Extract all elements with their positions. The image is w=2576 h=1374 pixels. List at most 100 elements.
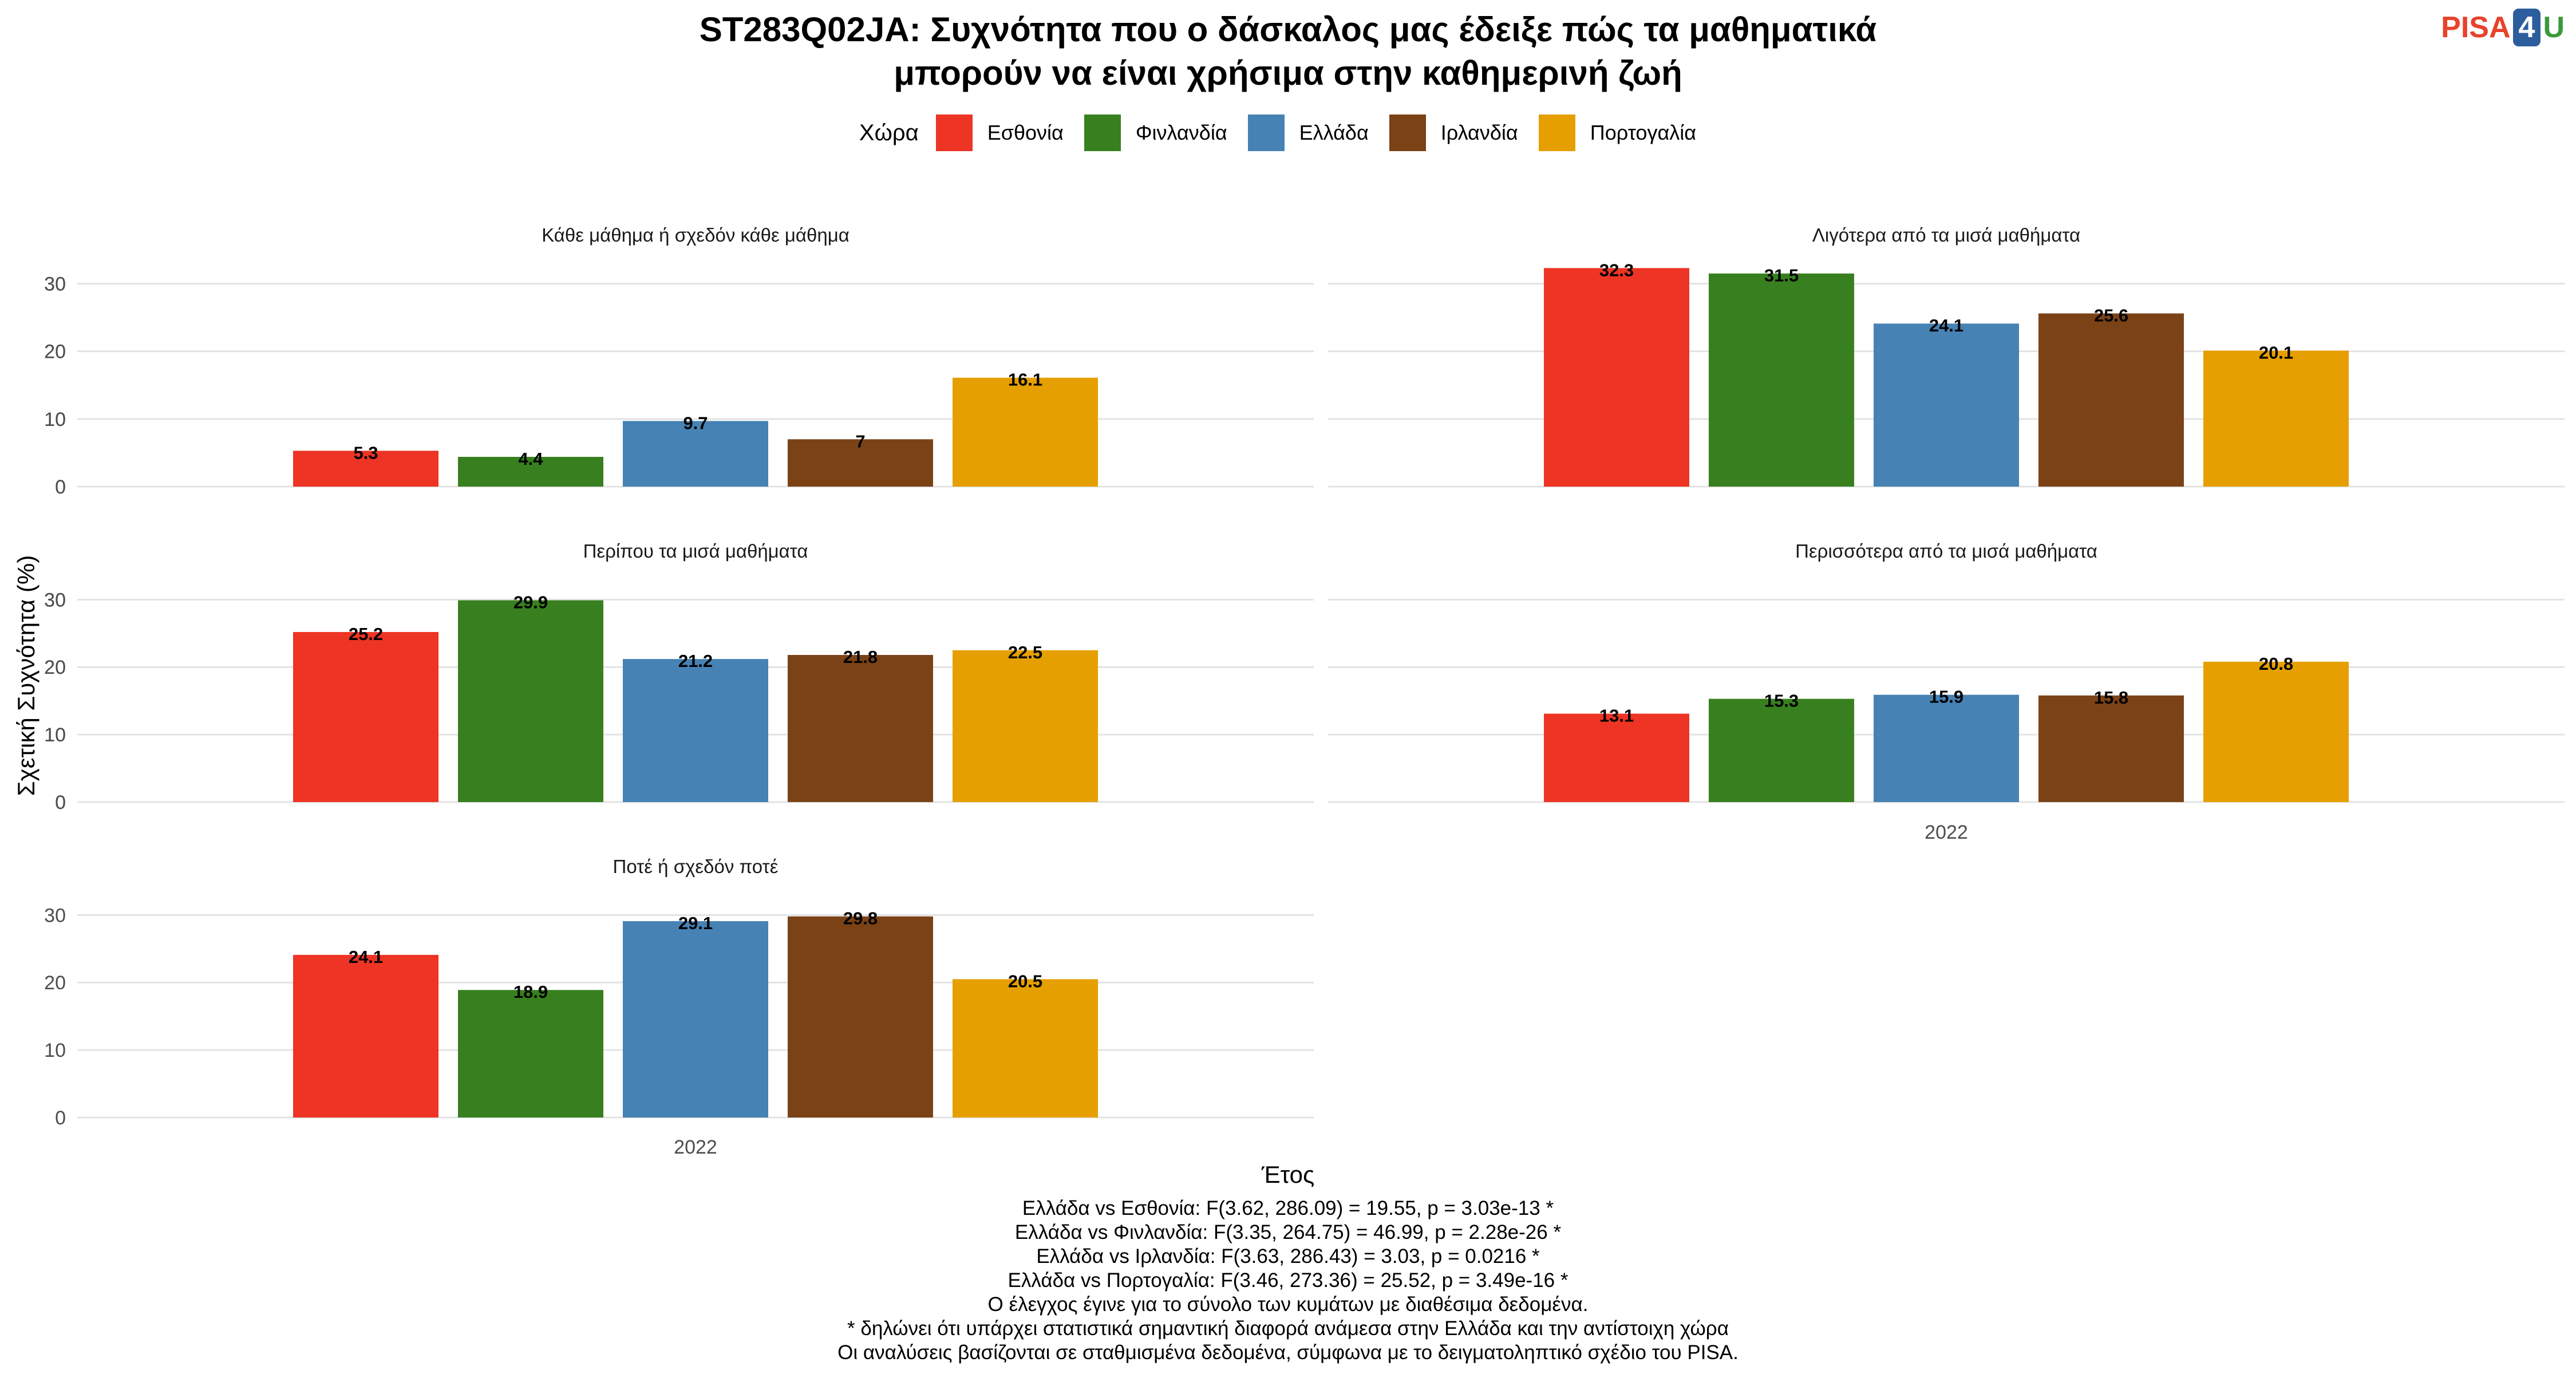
pisa4u-logo: PISA 4 U (2441, 9, 2565, 46)
y-tick-label: 30 (44, 589, 66, 611)
legend-item: Εσθονία (935, 114, 1064, 151)
y-tick-label: 0 (55, 792, 66, 814)
data-label: 16.1 (1008, 370, 1042, 390)
y-tick-label: 20 (44, 657, 66, 678)
y-tick-label: 20 (44, 972, 66, 994)
bar (1874, 323, 2019, 487)
data-label: 13.1 (1599, 706, 1634, 726)
y-tick-label: 30 (44, 589, 66, 611)
legend-item: Ελλάδα (1247, 114, 1369, 151)
bar (788, 916, 933, 1118)
legend-label: Ιρλανδία (1440, 121, 1518, 144)
bar (1709, 273, 1854, 487)
data-label: 24.1 (1929, 315, 1963, 335)
panel-title: Περισσότερα από τα μισά μαθήματα (1795, 540, 2097, 562)
bar (788, 439, 933, 487)
y-tick-label: 20 (44, 341, 66, 363)
legend-key (935, 114, 973, 151)
bar (2038, 695, 2184, 802)
y-tick-label: 30 (44, 273, 66, 295)
chart-title: ST283Q02JA: Συχνότητα που ο δάσκαλος μας… (0, 8, 2576, 95)
chart-title-line2: μπορούν να είναι χρήσιμα στην καθημερινή… (894, 54, 1682, 92)
legend-key (1084, 114, 1121, 151)
data-label: 20.8 (2259, 654, 2293, 674)
logo-u: U (2543, 11, 2565, 44)
chart-title-line1: ST283Q02JA: Συχνότητα που ο δάσκαλος μας… (699, 10, 1877, 49)
data-label: 29.9 (513, 593, 548, 613)
legend-key (1247, 114, 1285, 151)
legend-item: Φινλανδία (1084, 114, 1227, 151)
data-label: 15.9 (1929, 687, 1963, 707)
y-tick-label: 10 (44, 724, 66, 746)
data-label: 5.3 (353, 443, 378, 463)
footnote-line: Ελλάδα vs Εσθονία: F(3.62, 286.09) = 19.… (1022, 1197, 1554, 1219)
footnotes: Ελλάδα vs Εσθονία: F(3.62, 286.09) = 19.… (0, 1197, 2576, 1365)
data-label: 21.8 (843, 647, 878, 667)
data-label: 29.8 (843, 909, 878, 929)
legend-label: Πορτογαλία (1590, 121, 1697, 144)
bar (2038, 313, 2184, 487)
bar (293, 451, 438, 487)
legend-item: Ιρλανδία (1389, 114, 1518, 151)
bar (1544, 713, 1689, 802)
data-label: 21.2 (678, 651, 713, 671)
legend-label: Φινλανδία (1135, 121, 1227, 144)
bar (788, 655, 933, 802)
footnote-line: Ελλάδα vs Ιρλανδία: F(3.63, 286.43) = 3.… (1036, 1245, 1540, 1268)
bar (458, 457, 603, 487)
bar (953, 650, 1098, 802)
data-label: 7 (855, 431, 865, 451)
bar (458, 990, 603, 1118)
bar (623, 659, 768, 802)
legend-title: Χώρα (859, 120, 919, 145)
bar (2203, 661, 2349, 802)
y-tick-label: 10 (44, 409, 66, 431)
bar (623, 921, 768, 1118)
bar (293, 631, 438, 802)
x-axis-label: Έτος (1261, 1161, 1315, 1188)
y-tick-label: 0 (55, 476, 66, 498)
panel-title: Ποτέ ή σχεδόν ποτέ (613, 856, 779, 877)
y-tick-label: 0 (55, 476, 66, 498)
y-tick-label: 30 (44, 273, 66, 295)
y-tick-label: 0 (55, 792, 66, 814)
data-label: 25.6 (2094, 305, 2128, 325)
y-tick-label: 20 (44, 657, 66, 678)
data-label: 9.7 (683, 413, 708, 433)
legend-key (1538, 114, 1575, 151)
legend-label: Εσθονία (987, 121, 1064, 144)
panel-title: Κάθε μάθημα ή σχεδόν κάθε μάθημα (542, 224, 850, 246)
bar (1544, 268, 1689, 487)
panel-title: Περίπου τα μισά μαθήματα (583, 540, 808, 562)
bar (293, 954, 438, 1118)
data-label: 22.5 (1008, 642, 1042, 662)
legend: Χώρα Εσθονία Φινλανδία Ελλάδα Ιρλανδία Πορτο… (0, 114, 2576, 151)
bar (623, 421, 768, 487)
data-label: 31.5 (1764, 266, 1799, 286)
bar (1874, 694, 2019, 802)
data-label: 15.3 (1764, 691, 1799, 711)
legend-key (1389, 114, 1426, 151)
y-tick-label: 10 (44, 1040, 66, 1061)
data-label: 29.1 (678, 913, 713, 933)
panel-title: Λιγότερα από τα μισά μαθήματα (1812, 224, 2080, 246)
legend-item: Πορτογαλία (1538, 114, 1697, 151)
data-label: 25.2 (349, 624, 383, 644)
bar (458, 600, 603, 802)
data-label: 15.8 (2094, 688, 2128, 708)
bar (2203, 350, 2349, 487)
legend-items: Εσθονία Φινλανδία Ελλάδα Ιρλανδία Πορτογαλία (935, 114, 1717, 151)
x-tick-label: 2022 (1925, 822, 1968, 843)
bar (953, 979, 1098, 1118)
y-tick-label: 10 (44, 724, 66, 746)
y-tick-label: 0 (55, 1107, 66, 1129)
logo-four: 4 (2512, 9, 2541, 46)
footnote-line: Ο έλεγχος έγινε για το σύνολο των κυμάτω… (987, 1293, 1589, 1316)
data-label: 32.3 (1599, 260, 1634, 280)
y-tick-label: 20 (44, 341, 66, 363)
bar (1709, 698, 1854, 802)
bar (953, 377, 1098, 487)
legend-label: Ελλάδα (1299, 121, 1369, 144)
data-label: 24.1 (349, 947, 383, 967)
